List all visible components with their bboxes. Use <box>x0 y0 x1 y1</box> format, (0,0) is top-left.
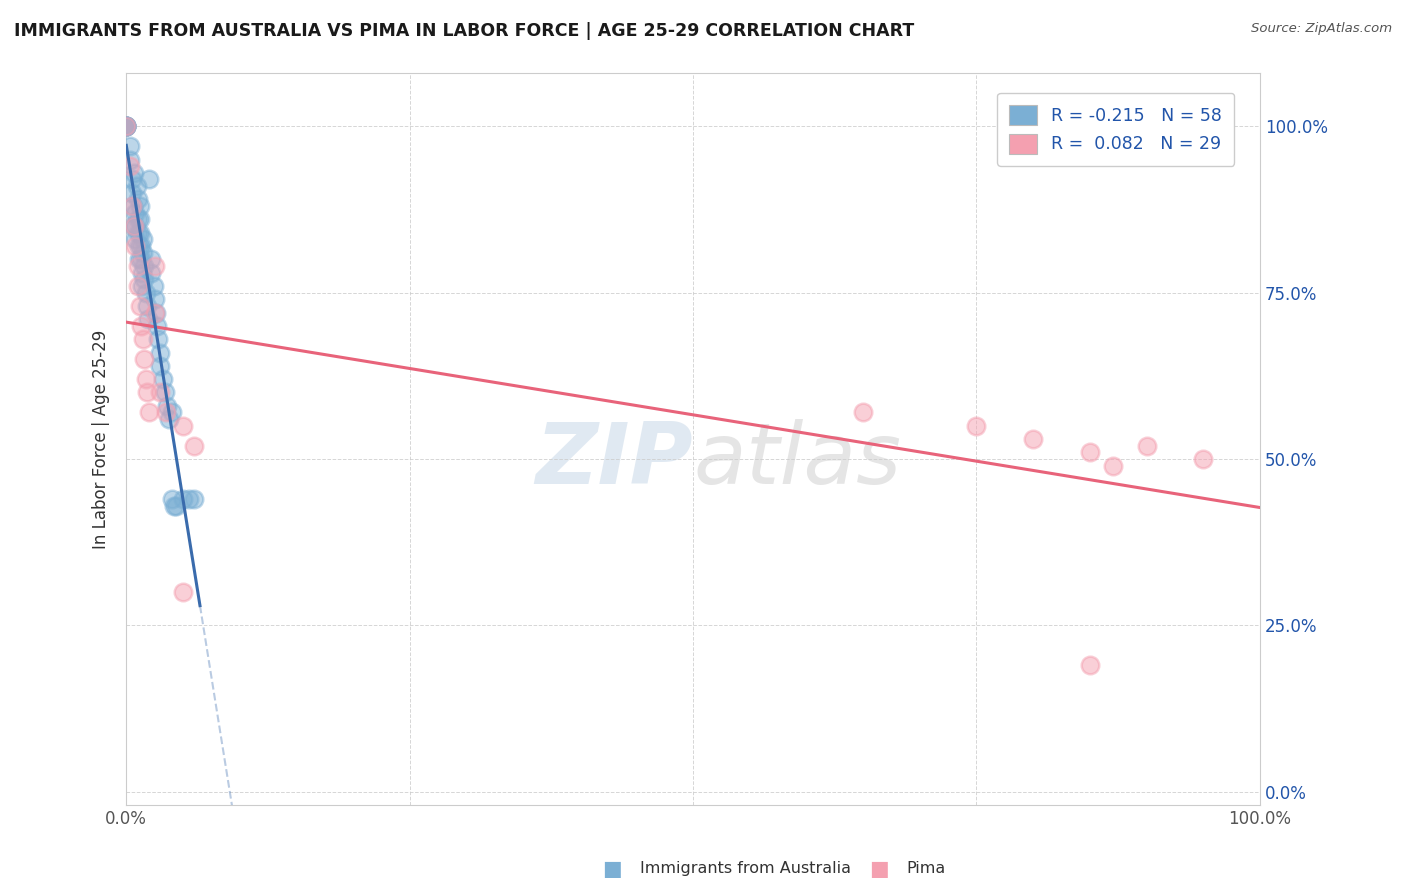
Point <box>129 252 152 267</box>
Point <box>124 232 146 246</box>
Point <box>149 345 172 359</box>
Point <box>129 199 152 213</box>
Legend: R = -0.215   N = 58, R =  0.082   N = 29: R = -0.215 N = 58, R = 0.082 N = 29 <box>997 93 1234 166</box>
Point <box>128 239 150 253</box>
Point <box>172 585 194 599</box>
Point <box>115 120 138 134</box>
Point <box>127 226 149 240</box>
Point <box>134 259 156 273</box>
Point <box>157 412 180 426</box>
Point <box>1101 458 1123 473</box>
Text: Immigrants from Australia: Immigrants from Australia <box>640 862 851 876</box>
Point <box>118 139 141 153</box>
Point <box>146 318 169 333</box>
Point <box>183 491 205 506</box>
Point <box>118 159 141 173</box>
Point <box>122 219 145 233</box>
Point <box>163 499 186 513</box>
Point <box>115 120 138 134</box>
Point <box>160 405 183 419</box>
Point <box>172 491 194 506</box>
Point <box>115 120 138 134</box>
Point <box>121 172 143 186</box>
Point <box>115 120 138 134</box>
Point <box>142 279 165 293</box>
Point <box>165 499 187 513</box>
Point <box>129 239 152 253</box>
Point <box>149 359 172 373</box>
Point <box>1135 439 1157 453</box>
Point <box>172 418 194 433</box>
Point <box>127 193 149 207</box>
Point <box>135 285 157 300</box>
Text: Pima: Pima <box>907 862 946 876</box>
Text: atlas: atlas <box>693 419 901 502</box>
Point <box>127 279 149 293</box>
Point <box>121 186 143 200</box>
Point <box>124 206 146 220</box>
Text: Source: ZipAtlas.com: Source: ZipAtlas.com <box>1251 22 1392 36</box>
Point <box>124 219 146 233</box>
Point <box>183 439 205 453</box>
Point <box>136 312 159 326</box>
Point <box>135 372 157 386</box>
Point <box>143 292 166 306</box>
Point <box>118 153 141 167</box>
Point <box>135 385 157 400</box>
Point <box>127 212 149 227</box>
Point <box>153 385 176 400</box>
Point <box>124 239 146 253</box>
Point <box>125 179 148 194</box>
Point <box>143 259 166 273</box>
Point <box>1078 658 1101 673</box>
Text: ■: ■ <box>602 859 621 879</box>
Point <box>132 332 155 346</box>
Point <box>129 299 152 313</box>
Point <box>141 252 163 267</box>
Point <box>156 399 179 413</box>
Point <box>1078 445 1101 459</box>
Text: ■: ■ <box>869 859 889 879</box>
Point <box>122 166 145 180</box>
Point <box>132 232 155 246</box>
Point <box>129 226 152 240</box>
Point <box>1192 452 1215 467</box>
Point <box>134 352 156 367</box>
Point <box>852 405 875 419</box>
Point <box>138 172 160 186</box>
Point <box>115 120 138 134</box>
Point <box>146 332 169 346</box>
Point <box>155 405 177 419</box>
Point <box>149 385 172 400</box>
Point <box>177 491 200 506</box>
Point <box>129 212 152 227</box>
Point <box>143 305 166 319</box>
Point <box>121 199 143 213</box>
Point <box>129 318 152 333</box>
Point <box>122 219 145 233</box>
Point <box>131 266 153 280</box>
Point <box>160 491 183 506</box>
Point <box>115 120 138 134</box>
Point <box>122 199 145 213</box>
Point <box>132 245 155 260</box>
Point <box>145 305 167 319</box>
Point <box>128 252 150 267</box>
Point <box>966 418 988 433</box>
Point <box>131 279 153 293</box>
Text: IMMIGRANTS FROM AUSTRALIA VS PIMA IN LABOR FORCE | AGE 25-29 CORRELATION CHART: IMMIGRANTS FROM AUSTRALIA VS PIMA IN LAB… <box>14 22 914 40</box>
Point <box>134 272 156 286</box>
Point <box>138 405 160 419</box>
Point <box>115 120 138 134</box>
Y-axis label: In Labor Force | Age 25-29: In Labor Force | Age 25-29 <box>93 329 110 549</box>
Text: ZIP: ZIP <box>536 419 693 502</box>
Point <box>152 372 174 386</box>
Point <box>127 259 149 273</box>
Point <box>141 266 163 280</box>
Point <box>135 299 157 313</box>
Point <box>1022 432 1045 446</box>
Point <box>115 120 138 134</box>
